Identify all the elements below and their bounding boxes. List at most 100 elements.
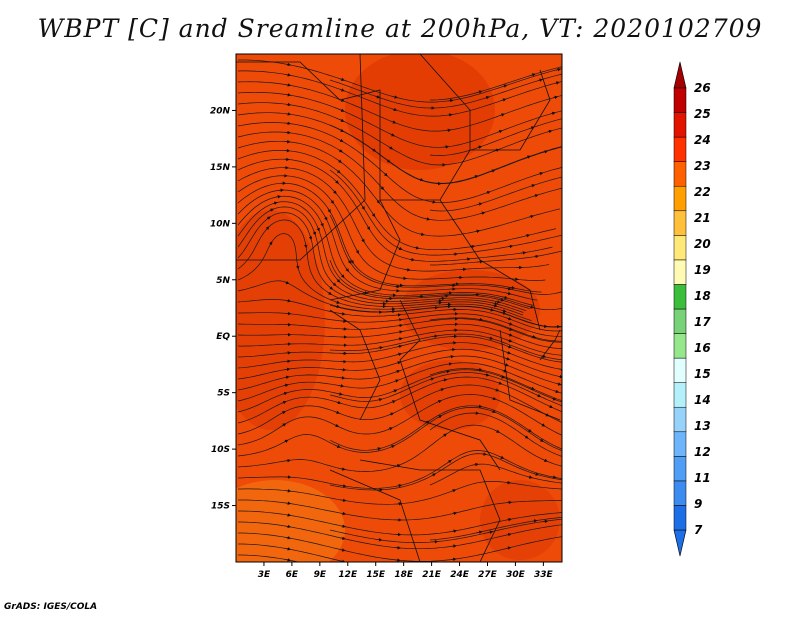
streamline-arrow — [285, 513, 292, 517]
streamline-arrow — [490, 409, 497, 414]
streamline-arrow — [528, 214, 535, 219]
streamline-arrow — [499, 455, 505, 459]
streamline-arrow — [548, 404, 554, 408]
streamline-arrow — [554, 81, 560, 85]
streamline-arrow — [436, 400, 442, 404]
streamline — [429, 118, 562, 156]
streamline-arrow — [529, 126, 535, 130]
streamline-arrow — [418, 177, 424, 182]
streamline-arrow — [340, 273, 345, 279]
streamline-arrow — [542, 458, 548, 462]
streamline — [237, 167, 550, 272]
streamline-arrow — [442, 378, 448, 382]
streamline-arrow — [495, 429, 501, 433]
streamline-arrow — [469, 244, 476, 249]
streamline-arrow — [375, 95, 381, 99]
streamline — [238, 554, 301, 562]
streamline-arrow — [392, 389, 398, 393]
lat-tick-label: 15S — [211, 502, 230, 512]
streamline — [237, 424, 562, 472]
streamline-arrow — [444, 369, 451, 374]
streamline-arrow — [494, 388, 500, 392]
colorbar-segment — [673, 431, 687, 457]
colorbar-segment — [673, 112, 687, 138]
lon-tick-label: 3E — [258, 570, 271, 580]
colorbar-label: 18 — [694, 289, 711, 303]
streamline — [237, 140, 560, 237]
streamline-arrow — [451, 557, 457, 562]
streamline — [329, 372, 562, 407]
streamline-arrow — [389, 445, 396, 449]
streamline-arrow — [284, 375, 290, 380]
colorbar-segment — [673, 505, 687, 531]
streamline — [430, 66, 562, 101]
streamline-arrow — [377, 398, 383, 402]
streamline-arrow — [552, 95, 559, 100]
streamline-arrow — [283, 383, 289, 388]
streamline-arrow — [527, 475, 533, 479]
streamline-arrow — [340, 511, 347, 516]
streamline-arrow — [340, 467, 346, 471]
streamline-arrow — [330, 199, 335, 204]
streamline — [329, 453, 562, 491]
streamline-arrow — [281, 423, 287, 427]
lat-tick-label: 5S — [217, 389, 230, 399]
colorbar-label: 24 — [694, 133, 711, 147]
streamline-arrow — [499, 375, 505, 379]
streamline-arrow — [268, 208, 274, 212]
streamline-arrow — [334, 304, 341, 308]
streamline-arrow — [473, 462, 479, 467]
streamline — [237, 201, 530, 310]
colorbar-label: 9 — [694, 497, 702, 511]
streamline — [237, 362, 562, 402]
streamline-arrow — [285, 558, 292, 562]
streamline — [237, 189, 538, 301]
streamline-arrow — [280, 411, 286, 415]
colorbar-label: 20 — [694, 237, 711, 251]
streamline-arrow — [448, 98, 454, 103]
streamline — [237, 318, 562, 343]
colorbar-label: 16 — [694, 341, 711, 355]
streamline — [237, 335, 562, 363]
streamline-arrow — [487, 530, 494, 534]
streamline — [237, 407, 562, 457]
streamline-arrow — [530, 335, 537, 339]
streamline-arrow — [445, 128, 452, 133]
streamline-arrow — [338, 384, 345, 388]
streamline-arrow — [281, 400, 287, 405]
streamline-arrow — [339, 88, 345, 92]
streamline-arrow — [334, 179, 339, 184]
lat-tick-label: EQ — [216, 332, 230, 342]
lon-tick-label: 21E — [422, 570, 442, 580]
colorbar-segment — [673, 456, 687, 482]
lat-tick-label: 15N — [210, 163, 231, 173]
colorbar-label: 13 — [694, 419, 711, 433]
streamline-arrow — [375, 447, 382, 451]
streamline — [429, 463, 562, 486]
streamline-arrow — [533, 194, 539, 198]
streamline-arrow — [474, 229, 481, 234]
streamline-arrow — [547, 129, 553, 134]
streamline-arrow — [285, 93, 292, 97]
streamline-arrow — [506, 350, 512, 355]
streamline — [237, 195, 534, 306]
streamline-arrow — [476, 145, 483, 149]
streamline-arrow — [275, 195, 282, 199]
colorbar-segment — [673, 210, 687, 236]
streamline-arrow — [530, 73, 536, 77]
streamline — [237, 91, 562, 148]
streamline-arrow — [397, 323, 403, 328]
streamline-arrow — [501, 369, 508, 373]
colorbar-label: 7 — [694, 523, 703, 537]
streamline-arrow — [335, 444, 341, 448]
colorbar-segment — [673, 161, 687, 187]
colorbar-label: 26 — [694, 81, 711, 95]
streamline — [237, 102, 562, 166]
colorbar-label: 21 — [694, 211, 711, 225]
lon-tick-label: 12E — [338, 570, 358, 580]
streamline-arrow — [397, 330, 403, 334]
streamline-arrow — [327, 291, 333, 295]
longitude-axis: 3E 6E 9E 12E 15E 18E 21E 24E 27E 30E 33E — [258, 562, 554, 580]
streamline-arrow — [492, 304, 498, 308]
streamline-arrow — [341, 484, 347, 488]
